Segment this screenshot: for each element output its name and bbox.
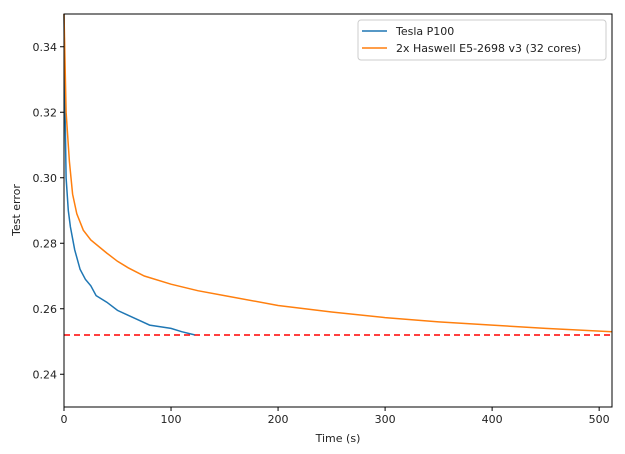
- legend-box: [357, 19, 607, 61]
- x-tick-label: 300: [375, 413, 396, 426]
- y-tick-label: 0.24: [33, 368, 58, 381]
- x-axis-label: Time (s): [315, 432, 361, 445]
- x-tick-label: 100: [161, 413, 182, 426]
- y-tick-label: 0.30: [33, 172, 58, 185]
- legend-label-tesla: Tesla P100: [395, 25, 454, 38]
- x-tick-label: 200: [268, 413, 289, 426]
- x-tick-label: 500: [589, 413, 610, 426]
- y-tick-label: 0.28: [33, 237, 58, 250]
- y-tick-label: 0.26: [33, 303, 58, 316]
- x-tick-label: 400: [482, 413, 503, 426]
- plot-frame: [63, 13, 613, 408]
- series-line-1: [63, 13, 613, 333]
- series-line-0: [63, 13, 195, 336]
- y-tick-label: 0.32: [33, 106, 58, 119]
- legend-label-haswell: 2x Haswell E5-2698 v3 (32 cores): [396, 42, 581, 55]
- y-tick-label: 0.34: [33, 41, 58, 54]
- y-axis-label: Test error: [10, 184, 23, 237]
- legend: Tesla P100 2x Haswell E5-2698 v3 (32 cor…: [357, 19, 607, 61]
- x-tick-label: 0: [61, 413, 68, 426]
